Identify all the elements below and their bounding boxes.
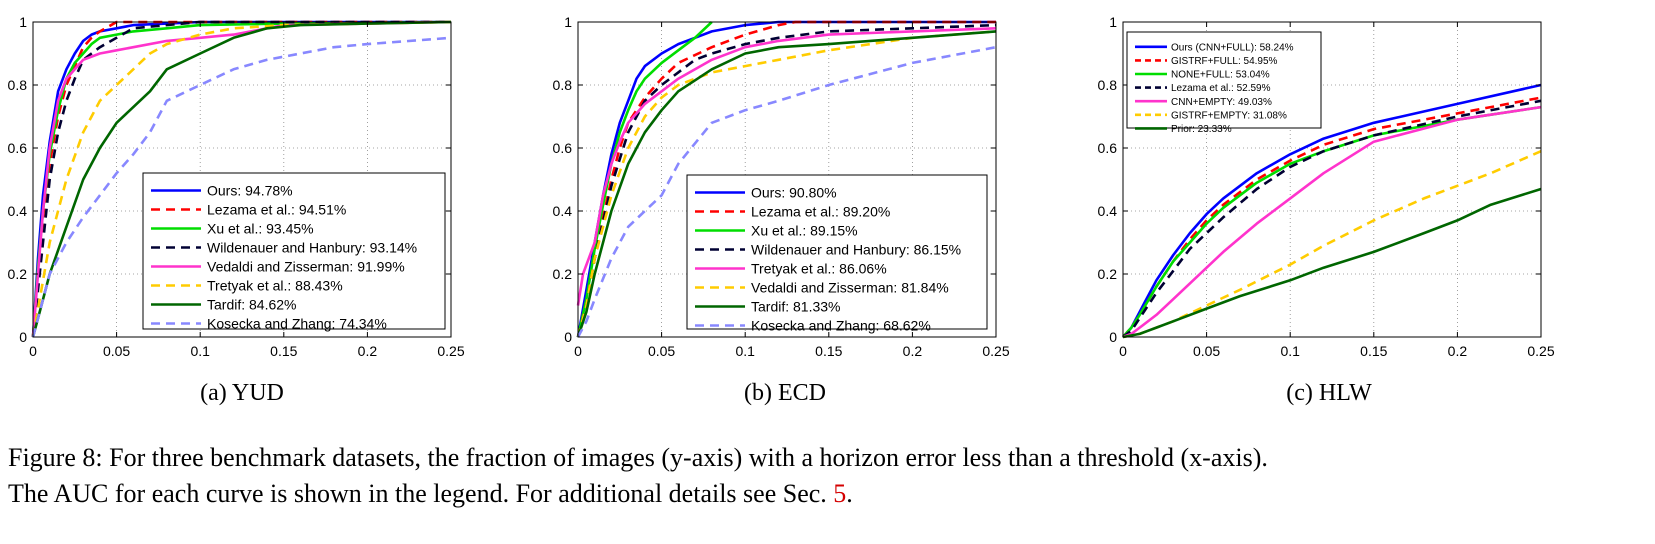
legend-entry-kosecka-and-zhang: Kosecka and Zhang: 68.62%	[751, 318, 931, 334]
y-tick-label: 0.2	[1098, 266, 1118, 282]
legend-entry-tretyak-et-al: Tretyak et al.: 88.43%	[207, 278, 343, 294]
legend: Ours (CNN+FULL): 58.24% GISTRF+FULL: 54.9…	[1126, 31, 1322, 135]
figure-caption-line1: Figure 8: For three benchmark datasets, …	[8, 443, 1268, 472]
legend-entry-lezama-et-al: Lezama et al.: 89.20%	[751, 204, 890, 220]
x-tick-label: 0.15	[270, 343, 297, 359]
legend-entry-wildenauer-and-hanbury: Wildenauer and Hanbury: 86.15%	[751, 242, 961, 258]
x-tick-label: 0	[574, 343, 582, 359]
y-tick-label: 0.4	[553, 203, 573, 219]
figure-caption-period: .	[846, 479, 853, 508]
x-tick-label: 0.15	[815, 343, 842, 359]
figure-caption: Figure 8: For three benchmark datasets, …	[8, 440, 1648, 512]
axes-frame	[1122, 21, 1542, 338]
y-tick-label: 0.6	[8, 140, 28, 156]
y-tick-label: 0.2	[553, 266, 573, 282]
legend-entry-tretyak-et-al: Tretyak et al.: 86.06%	[751, 261, 887, 277]
x-tick-label: 0.25	[437, 343, 464, 359]
series-line-tretyak-et-al	[576, 27, 997, 306]
x-tick-label: 0.25	[982, 343, 1009, 359]
chart-ecd: 0 0.05 0.1 0.15 0.2 0.25 0 0.2 0.4 0.6 0.8 1 Ours: 9…	[553, 14, 1010, 359]
figure-charts: 0 0.05 0.1 0.15 0.2 0.25 0 0.2 0.4 0.6 0.8 1 Ours: 9…	[0, 0, 1650, 406]
y-tick-label: 0.8	[1098, 77, 1118, 93]
y-tick-label: 0	[19, 329, 27, 345]
y-tick-label: 0.4	[8, 203, 28, 219]
legend-entry-kosecka-and-zhang: Kosecka and Zhang: 74.34%	[207, 316, 387, 332]
legend-entry-vedaldi-and-zisserman: Vedaldi and Zisserman: 91.99%	[207, 259, 405, 275]
series-line-tardif	[576, 30, 997, 338]
y-tick-label: 0.2	[8, 266, 28, 282]
figure-caption-line2-text: The AUC for each curve is shown in the l…	[8, 479, 834, 508]
subcaption-ecd: (b) ECD	[744, 380, 826, 406]
y-tick-label: 1	[19, 14, 27, 30]
x-tick-label: 0.15	[1360, 343, 1387, 359]
series-line-cnn-empty	[1122, 105, 1542, 339]
chart-panel-ecd: 0 0.05 0.1 0.15 0.2 0.25 0 0.2 0.4 0.6 0.8 1 Ours: 9…	[545, 0, 1105, 380]
y-tick-label: 0.6	[553, 140, 573, 156]
y-tick-label: 0.8	[553, 77, 573, 93]
x-tick-label: 0.1	[190, 343, 210, 359]
series-line-vedaldi-and-zisserman	[576, 30, 997, 338]
y-tick-label: 0.8	[8, 77, 28, 93]
chart-panel-yud: 0 0.05 0.1 0.15 0.2 0.25 0 0.2 0.4 0.6 0.8 1 Ours: 9…	[0, 0, 560, 380]
subcaption-yud: (a) YUD	[200, 380, 284, 406]
chart-hlw: 0 0.05 0.1 0.15 0.2 0.25 0 0.2 0.4 0.6 0.8 1 Ours (C…	[1098, 14, 1555, 359]
chart-yud: 0 0.05 0.1 0.15 0.2 0.25 0 0.2 0.4 0.6 0.8 1 Ours: 9…	[8, 14, 465, 359]
legend-entry-gistrf-full: GISTRF+FULL: 54.95%	[1171, 56, 1278, 67]
x-tick-label: 0.1	[735, 343, 755, 359]
legend-entry-none-full: NONE+FULL: 53.04%	[1171, 70, 1270, 81]
legend-entry-ours-cnn-full: Ours (CNN+FULL): 58.24%	[1171, 42, 1294, 53]
legend-entry-cnn-empty: CNN+EMPTY: 49.03%	[1171, 97, 1272, 108]
x-tick-label: 0.25	[1527, 343, 1554, 359]
legend-box	[686, 174, 988, 330]
series-line-ours-cnn-full	[1122, 83, 1542, 338]
legend-entry-xu-et-al: Xu et al.: 89.15%	[751, 223, 858, 239]
legend-entry-lezama-et-al: Lezama et al.: 52.59%	[1171, 83, 1271, 94]
y-tick-label: 0.6	[1098, 140, 1118, 156]
x-tick-label: 0.1	[1280, 343, 1300, 359]
series-line-tretyak-et-al	[31, 20, 452, 338]
x-tick-label: 0	[29, 343, 37, 359]
legend-entry-xu-et-al: Xu et al.: 93.45%	[207, 221, 314, 237]
legend-entry-gistrf-empty: GISTRF+EMPTY: 31.08%	[1171, 110, 1287, 121]
legend-entry-vedaldi-and-zisserman: Vedaldi and Zisserman: 81.84%	[751, 280, 949, 296]
x-tick-label: 0.05	[1193, 343, 1220, 359]
legend-entry-wildenauer-and-hanbury: Wildenauer and Hanbury: 93.14%	[207, 240, 417, 256]
y-tick-label: 1	[1109, 14, 1117, 30]
y-tick-label: 0	[564, 329, 572, 345]
legend-entry-prior: Prior: 23.33%	[1171, 124, 1232, 135]
legend-box	[142, 172, 446, 330]
legend: Ours: 90.80% Lezama et al.: 89.20% Xu et a…	[686, 174, 988, 334]
x-tick-label: 0.05	[648, 343, 675, 359]
series-line-kosecka-and-zhang	[576, 45, 997, 338]
legend-entry-ours: Ours: 94.78%	[207, 183, 293, 199]
x-tick-label: 0.05	[103, 343, 130, 359]
legend-entry-tardif: Tardif: 84.62%	[207, 297, 297, 313]
x-tick-label: 0.2	[1448, 343, 1468, 359]
series-line-lezama-et-al	[1122, 99, 1542, 339]
series-line-ours	[31, 20, 451, 338]
legend-entry-tardif: Tardif: 81.33%	[751, 299, 841, 315]
x-tick-label: 0.2	[903, 343, 923, 359]
series-line-wildenauer-and-hanbury	[31, 20, 451, 338]
axes-frame	[577, 21, 997, 338]
y-tick-label: 1	[564, 14, 572, 30]
legend: Ours: 94.78% Lezama et al.: 94.51% Xu et a…	[142, 172, 446, 332]
figure-caption-line2: The AUC for each curve is shown in the l…	[8, 476, 1648, 512]
section-reference-link[interactable]: 5	[833, 479, 847, 508]
series-line-xu-et-al	[576, 21, 713, 338]
x-tick-label: 0.2	[358, 343, 378, 359]
series-line-prior	[1122, 187, 1542, 339]
x-tick-label: 0	[1119, 343, 1127, 359]
legend-entry-lezama-et-al: Lezama et al.: 94.51%	[207, 202, 346, 218]
chart-panel-hlw: 0 0.05 0.1 0.15 0.2 0.25 0 0.2 0.4 0.6 0.8 1 Ours (C…	[1090, 0, 1650, 380]
y-tick-label: 0	[1109, 329, 1117, 345]
legend-entry-ours: Ours: 90.80%	[751, 185, 837, 201]
y-tick-label: 0.4	[1098, 203, 1118, 219]
axes-frame	[32, 21, 452, 338]
subcaption-hlw: (c) HLW	[1286, 380, 1372, 406]
